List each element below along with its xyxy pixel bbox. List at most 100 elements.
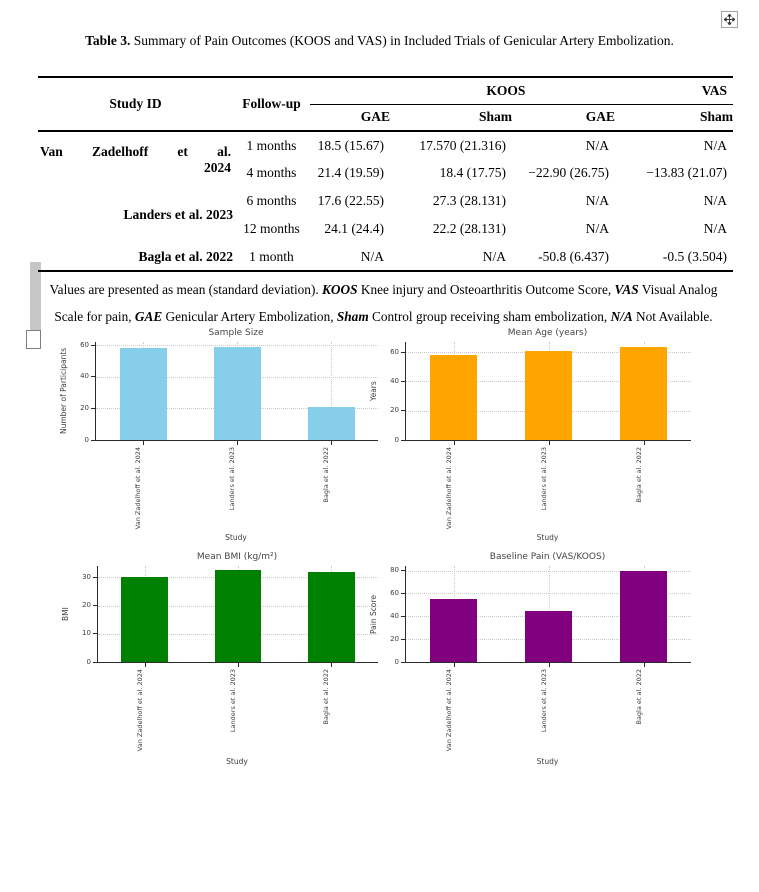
bar bbox=[308, 571, 355, 662]
value-cell-koos-gae: N/A bbox=[360, 248, 384, 264]
value-cell-vas-gae: −22.90 (26.75) bbox=[528, 165, 609, 180]
y-axis-label: Number of Participants bbox=[59, 347, 68, 435]
value-cell-vas-sham: -0.5 (3.504) bbox=[662, 248, 728, 264]
y-tick bbox=[93, 633, 98, 635]
value-cell-koos-gae: 17.6 (22.55) bbox=[317, 193, 384, 208]
footnote-abbreviation: KOOS bbox=[322, 282, 358, 297]
col-header-vas-gae: GAE bbox=[585, 109, 615, 125]
gridline-v bbox=[238, 566, 239, 662]
chart-title: Baseline Pain (VAS/KOOS) bbox=[489, 552, 606, 562]
table-body: Van Zadelhoff et al. 2024 1 months 18.5 (15.67… bbox=[38, 131, 733, 271]
table-row: Bagla et al. 2022 1 month N/A N/A -50.8 (6.4… bbox=[38, 243, 733, 271]
value-cell-koos-gae: 21.4 (19.59) bbox=[317, 165, 384, 180]
table-row: 4 months 21.4 (19.59) 18.4 (17.75) −22.90 (… bbox=[38, 159, 733, 187]
y-tick-label: 0 bbox=[394, 435, 399, 444]
value-cell-koos-sham: 17.570 (21.316) bbox=[419, 137, 506, 153]
y-tick-label: 40 bbox=[390, 376, 399, 385]
x-tick bbox=[143, 440, 144, 445]
y-tick bbox=[93, 576, 98, 578]
value-cell-vas-sham: −13.83 (21.07) bbox=[646, 165, 728, 180]
value-cell-vas-sham: N/A bbox=[703, 193, 728, 208]
x-tick-label: Landers et al. 2023 bbox=[228, 447, 236, 511]
table-row: 12 months 24.1 (24.4) 22.2 (28.131) N/A N/A bbox=[38, 215, 733, 243]
gridline-v bbox=[144, 566, 146, 662]
footnote-text: Visual Analog Scale for pain, bbox=[54, 282, 718, 324]
x-tick bbox=[643, 662, 645, 667]
table-caption: Table 3. Summary of Pain Outcomes (KOOS … bbox=[0, 33, 759, 49]
col-header-follow-up: Follow-up bbox=[242, 96, 301, 111]
gridline-v bbox=[143, 342, 144, 440]
col-header-koos-sham: Sham bbox=[478, 109, 512, 125]
bar bbox=[619, 570, 668, 662]
footnote-text: Knee injury and Osteoarthritis Outcome S… bbox=[357, 282, 615, 297]
footnote-text: Control group receiving sham embolizatio… bbox=[368, 309, 611, 324]
y-tick-label: 0 bbox=[86, 657, 91, 666]
gridline-v bbox=[548, 566, 550, 662]
revision-bar bbox=[30, 262, 41, 330]
group-header: KOOS VAS bbox=[310, 77, 734, 105]
y-tick-label: 30 bbox=[82, 572, 91, 581]
x-tick bbox=[548, 662, 550, 667]
bar bbox=[619, 347, 668, 440]
x-tick-label: Bagla et al. 2022 bbox=[634, 447, 643, 503]
x-tick bbox=[453, 662, 455, 667]
y-tick bbox=[401, 351, 406, 353]
value-cell-vas-gae: N/A bbox=[585, 137, 609, 153]
gridline-h bbox=[406, 410, 691, 412]
plot-area bbox=[91, 342, 378, 445]
move-handle-icon[interactable] bbox=[721, 11, 738, 28]
value-cell-koos-sham: 22.2 (28.131) bbox=[432, 221, 506, 236]
bar bbox=[214, 570, 262, 662]
y-tick bbox=[401, 638, 406, 640]
gridline-h bbox=[98, 633, 378, 635]
x-tick-label: Landers et al. 2023 bbox=[229, 669, 237, 733]
gridline-h bbox=[406, 352, 691, 354]
value-cell-koos-sham: N/A bbox=[482, 248, 506, 264]
value-cell-vas-gae: N/A bbox=[585, 221, 609, 236]
study-id-cell: Landers et al. 2023 bbox=[123, 207, 234, 222]
x-tick bbox=[238, 662, 239, 667]
footnote: Values are presented as mean (standard d… bbox=[36, 276, 731, 330]
value-cell-vas-sham: N/A bbox=[703, 137, 728, 153]
y-tick-label: 0 bbox=[84, 435, 89, 444]
study-id-cell: Bagla et al. 2022 bbox=[138, 248, 234, 264]
y-tick bbox=[93, 661, 98, 663]
y-tick bbox=[401, 615, 406, 617]
study-id-line1: Van Zadelhoff et al. bbox=[40, 144, 233, 160]
follow-up-cell: 4 months bbox=[246, 165, 297, 180]
gridline-v bbox=[331, 566, 333, 662]
y-axis-label: Pain Score bbox=[369, 594, 378, 634]
header-row-sub: GAE Sham GAE Sham bbox=[38, 104, 733, 131]
y-tick bbox=[401, 661, 406, 663]
col-header-koos-gae: GAE bbox=[360, 109, 390, 125]
x-tick bbox=[453, 440, 455, 445]
y-tick bbox=[401, 570, 406, 572]
study-id-word: et bbox=[177, 143, 188, 159]
x-tick-label: Bagla et al. 2022 bbox=[322, 669, 331, 725]
bar bbox=[121, 577, 168, 662]
chart-title: Mean BMI (kg/m²) bbox=[196, 552, 278, 562]
follow-up-cell: 1 months bbox=[246, 137, 297, 153]
x-tick-label: Bagla et al. 2022 bbox=[634, 669, 643, 725]
x-axis-label: Study bbox=[536, 757, 559, 766]
x-tick-label: Landers et al. 2023 bbox=[539, 669, 548, 733]
table-row: Landers et al. 2023 6 months 17.6 (22.55) 2… bbox=[38, 187, 733, 222]
study-id-word: Van bbox=[40, 143, 63, 159]
gridline-v bbox=[453, 342, 455, 440]
y-tick bbox=[91, 376, 96, 378]
anchor-handle[interactable] bbox=[26, 330, 41, 349]
y-tick bbox=[91, 344, 96, 346]
gridline-h bbox=[406, 570, 691, 572]
gridline-h bbox=[98, 605, 378, 607]
gridline-h bbox=[96, 376, 378, 378]
bar bbox=[307, 406, 355, 440]
y-tick-label: 20 bbox=[390, 634, 399, 643]
col-group-koos: KOOS bbox=[486, 82, 526, 98]
study-id-line2: 2024 bbox=[204, 159, 231, 175]
gridline-h bbox=[406, 639, 691, 641]
value-cell-koos-gae: 24.1 (24.4) bbox=[324, 221, 384, 236]
y-tick-label: 20 bbox=[82, 601, 91, 610]
gridline-h bbox=[96, 345, 378, 347]
x-tick-label: Landers et al. 2023 bbox=[539, 447, 548, 511]
